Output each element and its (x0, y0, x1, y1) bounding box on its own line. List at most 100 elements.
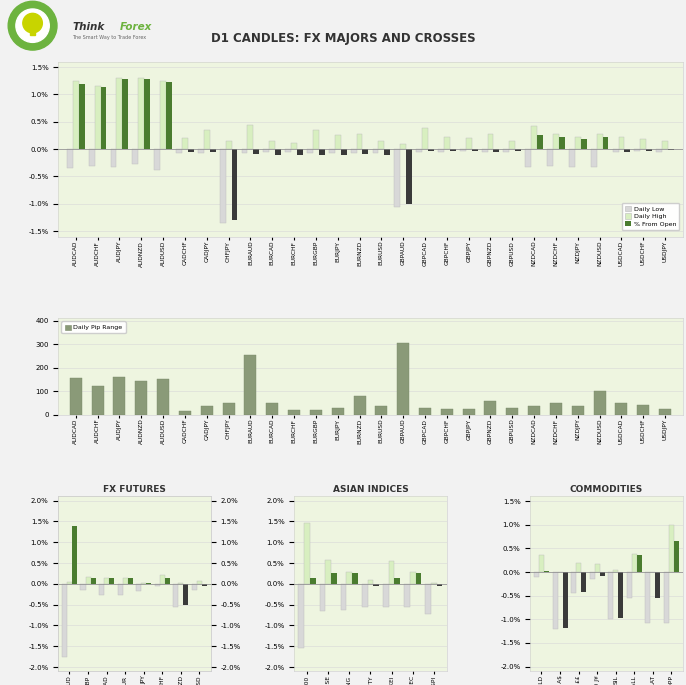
Bar (657, 149, 662, 152)
Title: ASIAN INDICES: ASIAN INDICES (333, 485, 408, 494)
Bar (428, 149, 434, 151)
Bar (608, 572, 613, 619)
Bar (341, 584, 346, 610)
Bar (297, 149, 303, 155)
Bar (379, 141, 384, 149)
Bar (155, 584, 160, 586)
Bar (528, 406, 540, 414)
Bar (166, 82, 172, 149)
Bar (288, 410, 300, 414)
Bar (571, 572, 576, 593)
Bar (539, 556, 544, 572)
Bar (597, 134, 602, 149)
Bar (572, 406, 584, 414)
Bar (332, 408, 344, 414)
Bar (101, 88, 106, 149)
Bar (141, 582, 146, 584)
Bar (253, 149, 259, 154)
Bar (231, 149, 237, 220)
Bar (329, 149, 335, 153)
Bar (80, 584, 86, 590)
Bar (471, 149, 477, 151)
Bar (624, 149, 630, 152)
Bar (198, 149, 204, 153)
Bar (222, 403, 235, 414)
Bar (504, 149, 510, 152)
Bar (362, 584, 368, 607)
Bar (109, 578, 114, 584)
Bar (270, 141, 275, 149)
Bar (510, 141, 515, 149)
Bar (437, 584, 442, 586)
Bar (422, 128, 428, 149)
Bar (425, 584, 431, 614)
Bar (73, 81, 79, 149)
Bar (394, 149, 400, 206)
Bar (515, 149, 521, 151)
Bar (559, 137, 565, 149)
Bar (113, 377, 126, 414)
Bar (640, 139, 646, 149)
Bar (400, 144, 406, 149)
Bar (593, 391, 606, 414)
Bar (397, 343, 409, 414)
Bar (372, 149, 379, 153)
Bar (563, 572, 567, 628)
Bar (304, 523, 310, 584)
Bar (383, 584, 389, 607)
Bar (146, 582, 151, 584)
Bar (613, 570, 618, 572)
Bar (493, 149, 499, 152)
Bar (619, 137, 624, 149)
Bar (591, 149, 597, 166)
Bar (410, 572, 416, 584)
Bar (389, 561, 394, 584)
Bar (375, 406, 388, 414)
Bar (664, 572, 669, 623)
Bar (132, 149, 139, 164)
Bar (373, 584, 379, 586)
Bar (331, 573, 337, 584)
Bar (72, 525, 77, 584)
Bar (525, 149, 531, 166)
Bar (139, 78, 144, 149)
Bar (335, 136, 341, 149)
Bar (110, 149, 117, 166)
Bar (117, 584, 123, 595)
Bar (86, 577, 91, 584)
Bar (263, 149, 270, 152)
Bar (241, 149, 248, 153)
Bar (394, 577, 400, 584)
Bar (576, 562, 581, 572)
Bar (79, 84, 84, 149)
Bar (482, 149, 488, 152)
Bar (357, 134, 362, 149)
Bar (384, 149, 390, 155)
Bar (67, 582, 72, 584)
Bar (346, 572, 352, 584)
Bar (197, 580, 202, 584)
Bar (488, 134, 493, 149)
Bar (244, 355, 257, 414)
Bar (313, 130, 319, 149)
Bar (632, 554, 637, 572)
Bar (569, 149, 575, 167)
Bar (553, 134, 559, 149)
Bar (460, 149, 466, 151)
Bar (67, 149, 73, 169)
Bar (669, 525, 674, 572)
Bar (248, 125, 253, 149)
Bar (646, 149, 652, 151)
Legend: Daily Pip Range: Daily Pip Range (62, 321, 126, 334)
Bar (637, 556, 642, 572)
Bar (637, 406, 649, 414)
Circle shape (16, 9, 49, 42)
Bar (202, 584, 207, 586)
Circle shape (8, 1, 57, 50)
Bar (466, 138, 471, 149)
Bar (285, 149, 291, 152)
Bar (404, 584, 410, 607)
Bar (99, 584, 104, 595)
Bar (183, 584, 189, 605)
Bar (128, 578, 132, 584)
